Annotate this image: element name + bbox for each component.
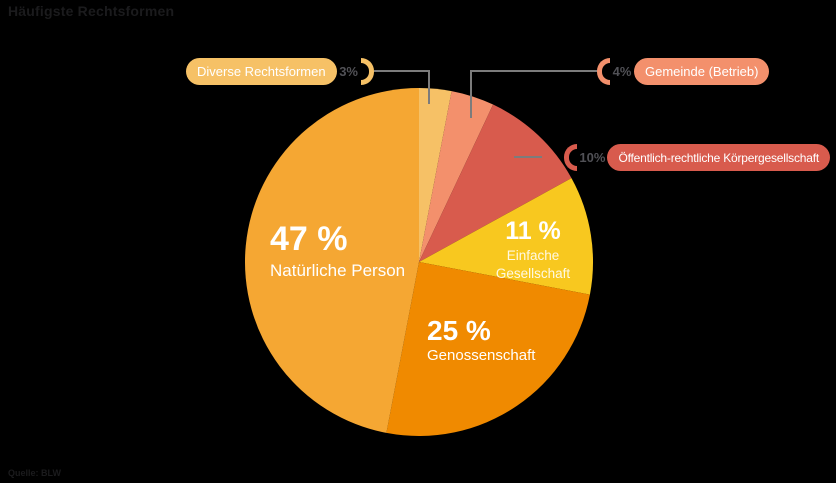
pie-slice-2 [419, 104, 572, 262]
source-note: Quelle: BLW [8, 468, 62, 478]
callout-line-gemeinde-vertical [470, 70, 472, 118]
callout-line-gemeinde-horizontal [472, 70, 598, 72]
callout-line-diverse-vertical [428, 70, 430, 104]
pie-slice-1 [419, 91, 494, 262]
callout-crescent-icon [360, 58, 374, 85]
callout-percent-value: 3% [339, 64, 358, 79]
callout-line-diverse-horizontal [374, 70, 430, 72]
slice-name: Natürliche Person [270, 260, 406, 280]
callout-oeffentlich-rechtliche-koerpergesellschaft: 10% Öffentlich-rechtliche Körpergesellsc… [564, 144, 830, 171]
callout-pill-label: Gemeinde (Betrieb) [634, 58, 770, 85]
callout-gemeinde-betrieb: 4% Gemeinde (Betrieb) [597, 58, 770, 85]
callout-pill-label: Diverse Rechtsformen [186, 58, 337, 85]
pie-slice-4 [386, 262, 590, 437]
callout-percent-value: 4% [612, 64, 632, 79]
pie-slice-0 [419, 88, 452, 262]
chart-title: Häufigste Rechtsformen [8, 3, 175, 19]
callout-crescent-icon [564, 144, 578, 171]
slice-label-einfache-gesellschaft: 11 % Einfache Gesellschaft [487, 218, 579, 282]
pie-slice-3 [419, 178, 594, 295]
callout-pill-label: Öffentlich-rechtliche Körpergesellschaft [607, 144, 830, 171]
callout-crescent-icon [597, 58, 610, 85]
callout-diverse-rechtsformen: Diverse Rechtsformen 3% [186, 58, 374, 85]
slice-percent: 25 % [427, 315, 491, 346]
slice-name: Einfache Gesellschaft [495, 248, 571, 281]
pie-slice-5 [244, 88, 419, 433]
callout-percent-value: 10% [579, 150, 606, 165]
slice-percent: 11 % [505, 217, 561, 245]
slice-name: Genossenschaft [427, 347, 536, 365]
callout-line-oeffentlich-horizontal [514, 156, 542, 158]
slice-percent: 47 % [270, 220, 348, 258]
slice-label-natuerliche-person: 47 % Natürliche Person [270, 220, 406, 280]
slice-label-genossenschaft: 25 % Genossenschaft [427, 316, 535, 364]
